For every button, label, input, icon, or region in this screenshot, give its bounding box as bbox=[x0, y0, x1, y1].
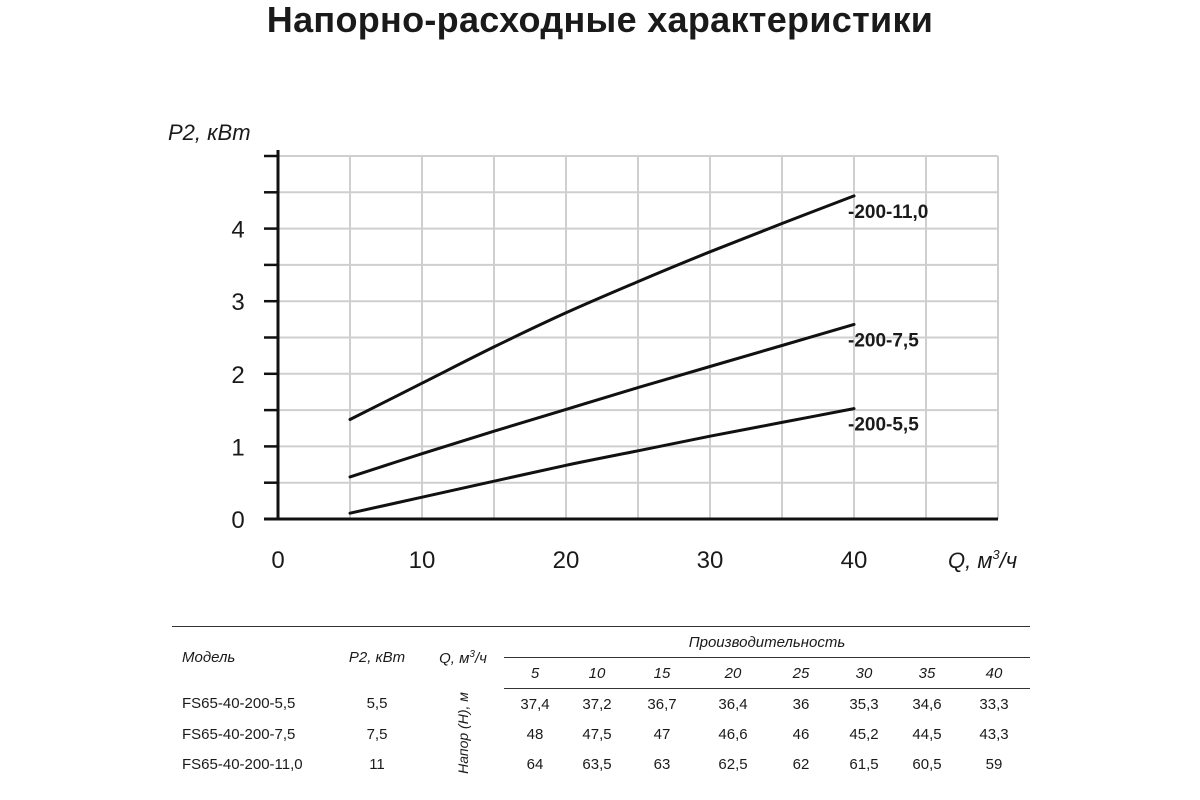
performance-table-wrap: Модель P2, кВт Q, м3/ч Производительност… bbox=[172, 626, 1030, 779]
series-line-2 bbox=[348, 407, 856, 515]
table-header-row: Модель P2, кВт Q, м3/ч Производительност… bbox=[172, 626, 1030, 667]
q-value-header: 20 bbox=[696, 657, 770, 689]
x-tick-label: 30 bbox=[697, 547, 724, 574]
q-value-header: 40 bbox=[958, 657, 1030, 689]
q-value-header: 35 bbox=[896, 657, 958, 689]
head-value-cell: 44,5 bbox=[912, 725, 942, 743]
q-value-header: 5 bbox=[504, 657, 566, 689]
p2-cell: 5,5 bbox=[366, 695, 388, 713]
head-value-cell: 62,5 bbox=[718, 755, 748, 773]
head-value-cell: 33,3 bbox=[979, 695, 1009, 713]
head-value-cell: 63 bbox=[653, 755, 671, 773]
series-line-1 bbox=[348, 322, 856, 479]
chart-tick-labels: 0 10 20 30 40 0 1 2 3 4 bbox=[231, 217, 867, 574]
x-axis-label: Q, м3/ч bbox=[948, 547, 1017, 573]
col-model-header: Модель bbox=[182, 649, 236, 667]
y-tick-label: 1 bbox=[231, 434, 244, 461]
x-tick-label: 20 bbox=[553, 547, 580, 574]
x-tick-label: 40 bbox=[841, 547, 868, 574]
head-value-cell: 47 bbox=[653, 725, 671, 743]
head-value-cell: 46,6 bbox=[718, 725, 748, 743]
chart-series bbox=[348, 194, 856, 515]
q-value-header: 15 bbox=[628, 657, 696, 689]
head-value-cell: 59 bbox=[985, 755, 1003, 773]
head-value-cell: 35,3 bbox=[849, 695, 879, 713]
table-row: FS65-40-200-11,0 11 64 63,5 63 62,5 62 61,5 60,5… bbox=[172, 749, 1030, 779]
head-value-cell: 43,3 bbox=[979, 725, 1009, 743]
table-row: FS65-40-200-7,5 7,5 48 47,5 47 46,6 46 45,2 44,5… bbox=[172, 719, 1030, 749]
head-value-cell: 36,7 bbox=[647, 695, 677, 713]
p2-cell: 11 bbox=[369, 755, 385, 773]
table-q-values-row: 5 10 15 20 25 30 35 40 bbox=[172, 657, 1030, 689]
head-value-cell: 36 bbox=[792, 695, 810, 713]
series-label-0: -200-11,0 bbox=[848, 202, 928, 223]
head-value-cell: 64 bbox=[526, 755, 544, 773]
head-label: Напор (H), м bbox=[455, 692, 471, 775]
head-value-cell: 45,2 bbox=[849, 725, 879, 743]
series-label-2: -200-5,5 bbox=[848, 415, 919, 436]
x-tick-label: 10 bbox=[409, 547, 436, 574]
x-tick-label: 0 bbox=[271, 547, 284, 574]
col-q-header: Q, м3/ч bbox=[439, 648, 487, 667]
chart-grid bbox=[278, 155, 999, 519]
head-value-cell: 62 bbox=[792, 755, 810, 773]
power-chart: 0 10 20 30 40 0 1 2 3 4 -200-11,0 -200-7,5 -200-5,5… bbox=[168, 120, 1017, 574]
col-p2-header: P2, кВт bbox=[348, 649, 406, 667]
q-value-header: 25 bbox=[770, 657, 832, 689]
y-tick-label: 3 bbox=[231, 289, 244, 316]
performance-table: Модель P2, кВт Q, м3/ч Производительност… bbox=[172, 626, 1030, 779]
q-value-header: 30 bbox=[832, 657, 896, 689]
y-tick-label: 2 bbox=[231, 362, 244, 389]
page-title: Напорно-расходные характеристики bbox=[266, 0, 934, 40]
table-body: FS65-40-200-5,5 5,5 Напор (H), м 37,4 37,2 36… bbox=[172, 689, 1030, 780]
p2-cell: 7,5 bbox=[366, 725, 388, 743]
head-value-cell: 47,5 bbox=[582, 725, 612, 743]
head-label-cell: Напор (H), м bbox=[422, 689, 504, 780]
chart-series-labels: -200-11,0 -200-7,5 -200-5,5 bbox=[848, 202, 928, 436]
y-axis-label: P2, кВт bbox=[168, 120, 251, 145]
series-line-0 bbox=[348, 194, 856, 421]
model-cell: FS65-40-200-7,5 bbox=[182, 725, 296, 743]
head-value-cell: 37,4 bbox=[520, 695, 550, 713]
head-value-cell: 63,5 bbox=[582, 755, 612, 773]
y-tick-label: 0 bbox=[231, 507, 244, 534]
y-tick-label: 4 bbox=[231, 217, 244, 244]
chart-axes bbox=[264, 150, 998, 521]
head-value-cell: 37,2 bbox=[582, 695, 612, 713]
head-value-cell: 46 bbox=[792, 725, 810, 743]
col-performance-header: Производительность bbox=[504, 626, 1030, 658]
head-value-cell: 48 bbox=[526, 725, 544, 743]
head-value-cell: 60,5 bbox=[912, 755, 942, 773]
head-value-cell: 36,4 bbox=[718, 695, 748, 713]
head-value-cell: 34,6 bbox=[912, 695, 942, 713]
model-cell: FS65-40-200-5,5 bbox=[182, 695, 296, 713]
model-cell: FS65-40-200-11,0 bbox=[182, 755, 303, 773]
q-value-header: 10 bbox=[566, 657, 628, 689]
head-value-cell: 61,5 bbox=[849, 755, 879, 773]
table-row: FS65-40-200-5,5 5,5 Напор (H), м 37,4 37,2 36… bbox=[172, 689, 1030, 774]
series-label-1: -200-7,5 bbox=[848, 330, 919, 351]
